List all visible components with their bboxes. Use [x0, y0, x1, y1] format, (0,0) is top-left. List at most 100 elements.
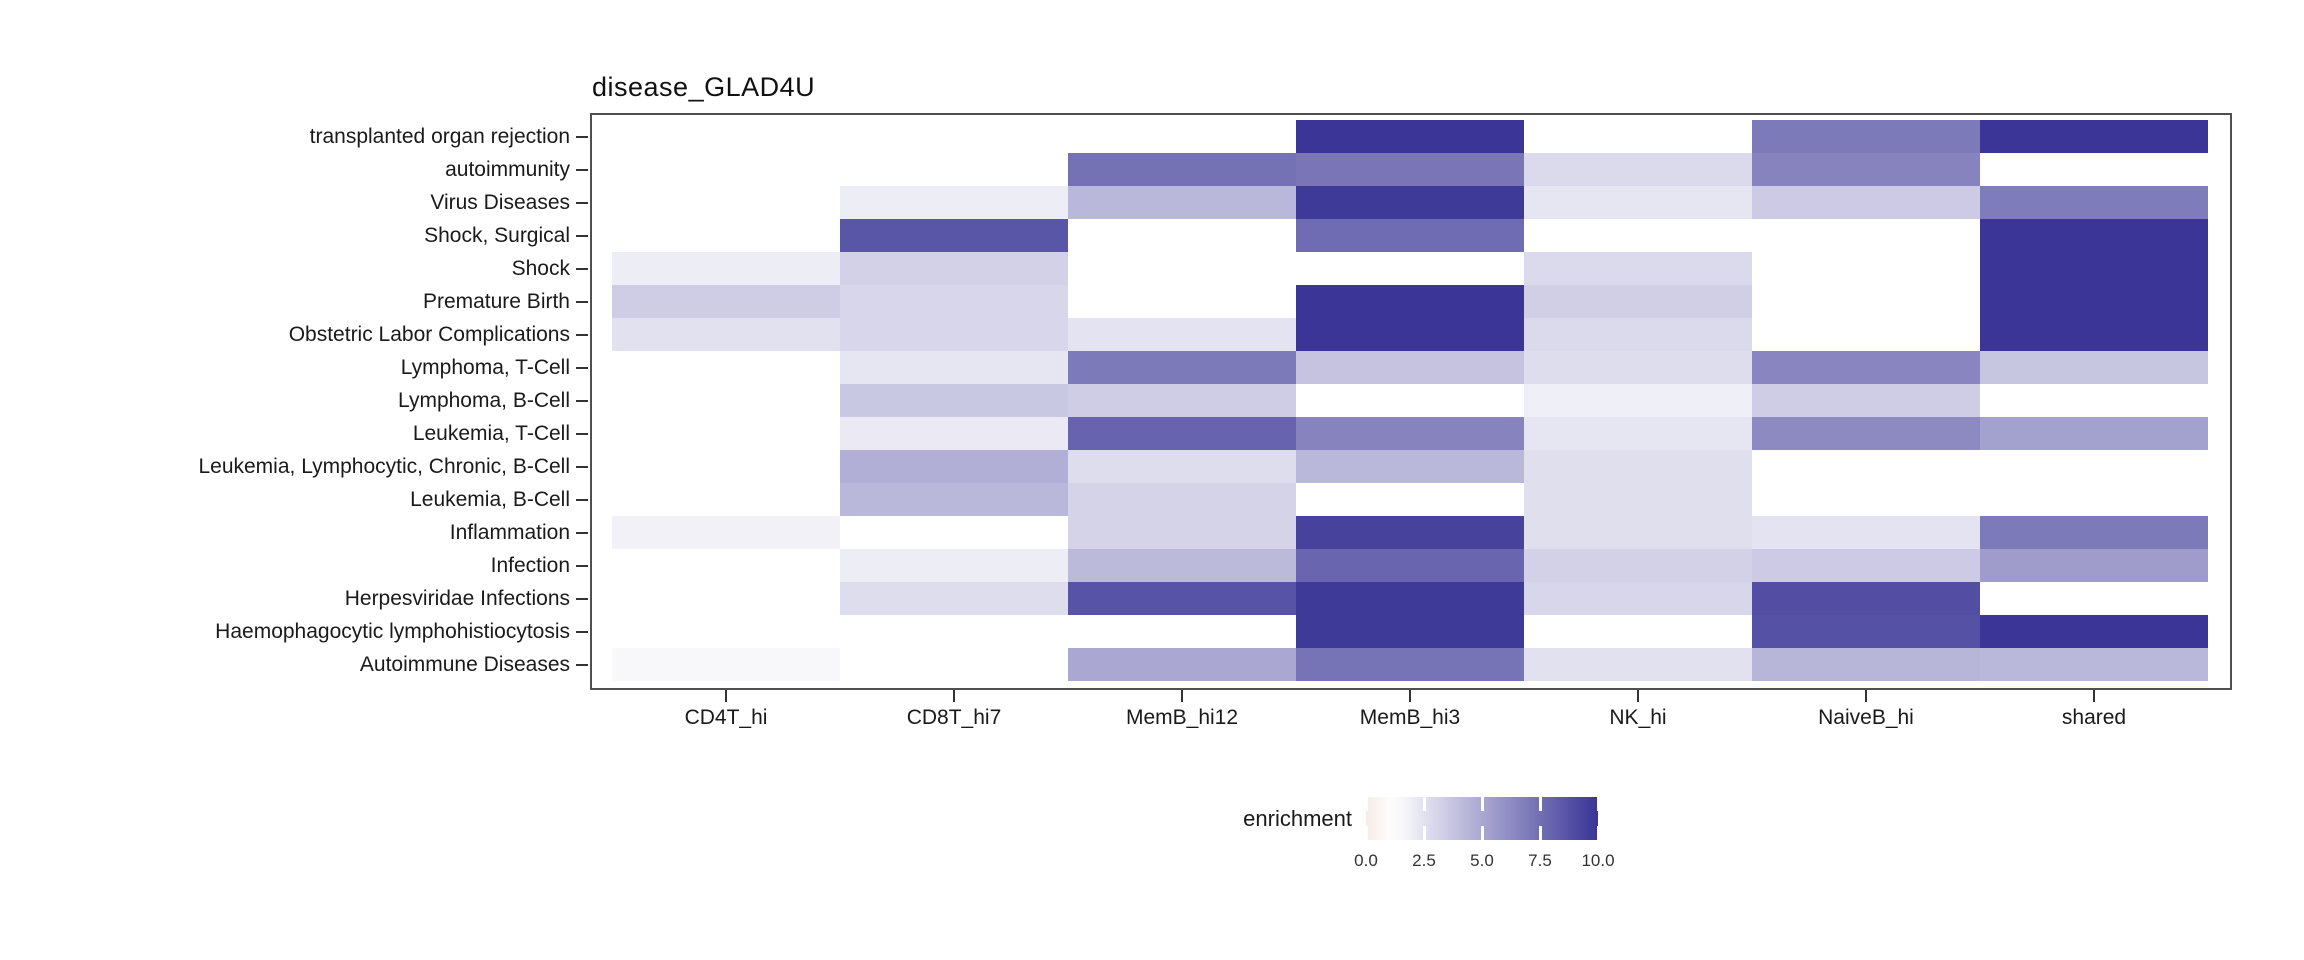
y-axis-label: Haemophagocytic lymphohistiocytosis	[215, 619, 570, 643]
y-axis-tick	[576, 630, 588, 633]
x-axis-tick	[725, 690, 727, 702]
y-axis-label: Lymphoma, T-Cell	[400, 355, 570, 379]
heatmap-cell	[1068, 582, 1296, 615]
legend-tick	[1364, 797, 1368, 811]
heatmap-cell	[840, 549, 1068, 582]
chart-title: disease_GLAD4U	[592, 72, 816, 102]
heatmap-cell	[840, 252, 1068, 285]
heatmap-cell	[1980, 615, 2208, 648]
heatmap-cell	[1980, 318, 2208, 351]
heatmap-cell	[1524, 186, 1752, 219]
heatmap-cell	[1524, 153, 1752, 186]
y-axis-tick	[576, 201, 588, 204]
heatmap-cell	[1980, 351, 2208, 384]
legend-tick	[1364, 826, 1368, 840]
heatmap-cell	[612, 318, 840, 351]
heatmap-cell	[1980, 186, 2208, 219]
heatmap-cell	[1752, 153, 1980, 186]
y-axis-label: Leukemia, Lymphocytic, Chronic, B-Cell	[198, 454, 570, 478]
y-axis-label: Obstetric Labor Complications	[288, 322, 570, 346]
x-axis-label: CD4T_hi	[684, 706, 768, 729]
y-axis-label: Shock, Surgical	[424, 223, 570, 247]
legend-tick-label: 7.5	[1528, 851, 1552, 870]
y-axis-tick	[576, 135, 588, 138]
y-axis-tick	[576, 498, 588, 501]
y-axis-tick	[576, 267, 588, 270]
heatmap-cell	[1068, 549, 1296, 582]
heatmap-cell	[1296, 417, 1524, 450]
heatmap-cell	[1980, 417, 2208, 450]
heatmap-cell	[1524, 318, 1752, 351]
heatmap-cell	[612, 252, 840, 285]
heatmap-cell	[1752, 582, 1980, 615]
heatmap-cell	[1068, 417, 1296, 450]
heatmap-cell	[1980, 252, 2208, 285]
x-axis-tick	[1865, 690, 1867, 702]
heatmap-cell	[1752, 549, 1980, 582]
y-axis-label: Infection	[490, 553, 570, 577]
x-axis-label: NaiveB_hi	[1818, 706, 1914, 729]
heatmap-cell	[1524, 516, 1752, 549]
heatmap-cell	[1980, 285, 2208, 318]
legend-tick	[1538, 826, 1542, 840]
legend-tick-label: 5.0	[1470, 851, 1494, 870]
y-axis-tick	[576, 366, 588, 369]
heatmap-cell	[1068, 450, 1296, 483]
y-axis-tick	[576, 564, 588, 567]
heatmap-cell	[1296, 615, 1524, 648]
legend-tick	[1422, 797, 1426, 811]
heatmap-cell	[1980, 648, 2208, 681]
heatmap-cell	[840, 219, 1068, 252]
heatmap-cell	[1524, 285, 1752, 318]
y-axis-tick	[576, 234, 588, 237]
heatmap-cell	[1752, 384, 1980, 417]
y-axis-label: autoimmunity	[445, 157, 570, 181]
heatmap-cell	[1068, 648, 1296, 681]
y-axis-label: Herpesviridae Infections	[344, 586, 570, 610]
legend-tick	[1596, 826, 1600, 840]
heatmap-cell	[840, 351, 1068, 384]
x-axis-tick	[1409, 690, 1411, 702]
heatmap-cell	[1980, 120, 2208, 153]
heatmap-cell	[1752, 615, 1980, 648]
heatmap-cell	[1068, 483, 1296, 516]
y-axis-label: Autoimmune Diseases	[359, 652, 570, 676]
legend-title: enrichment	[1243, 806, 1352, 831]
heatmap-cell	[1296, 120, 1524, 153]
x-axis-tick	[1637, 690, 1639, 702]
heatmap-cell	[1524, 582, 1752, 615]
x-axis-label: CD8T_hi7	[906, 706, 1002, 729]
heatmap-cell	[1296, 351, 1524, 384]
heatmap-cell	[1524, 549, 1752, 582]
heatmap-cell	[1296, 318, 1524, 351]
legend-tick-label: 2.5	[1412, 851, 1436, 870]
y-axis-tick	[576, 597, 588, 600]
heatmap-cell	[1068, 351, 1296, 384]
heatmap-cell	[1068, 516, 1296, 549]
y-axis-label: Shock	[511, 256, 570, 280]
heatmap-cell	[1524, 417, 1752, 450]
x-axis-label: MemB_hi3	[1359, 706, 1461, 729]
heatmap-cell	[1524, 351, 1752, 384]
heatmap-cell	[1524, 384, 1752, 417]
y-axis-label: transplanted organ rejection	[309, 124, 570, 148]
heatmap-cell	[1524, 252, 1752, 285]
heatmap-cell	[1068, 384, 1296, 417]
heatmap-cell	[1524, 483, 1752, 516]
y-axis-tick	[576, 465, 588, 468]
heatmap-cell	[1296, 219, 1524, 252]
heatmap-cell	[612, 285, 840, 318]
y-axis-label: Premature Birth	[422, 289, 570, 313]
heatmap-cell	[840, 384, 1068, 417]
heatmap-cell	[1296, 186, 1524, 219]
heatmap-cell	[840, 582, 1068, 615]
y-axis-tick	[576, 531, 588, 534]
heatmap-cell	[612, 516, 840, 549]
heatmap-cell	[1752, 417, 1980, 450]
legend-tick	[1480, 826, 1484, 840]
heatmap-cell	[1296, 648, 1524, 681]
y-axis-label: Leukemia, T-Cell	[412, 421, 570, 445]
heatmap-cell	[1524, 450, 1752, 483]
legend-tick-label: 10.0	[1581, 851, 1615, 870]
heatmap-cell	[840, 285, 1068, 318]
